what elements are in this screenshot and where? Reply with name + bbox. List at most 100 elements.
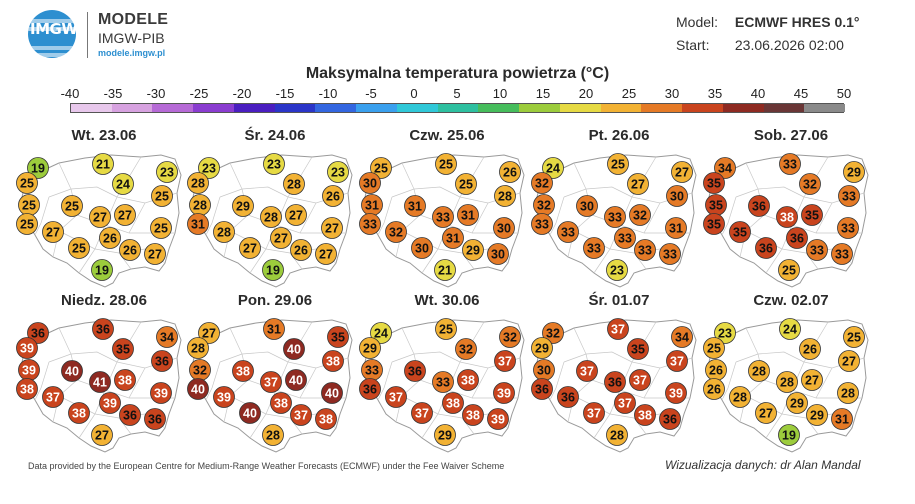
- station-circle: [659, 408, 681, 430]
- station-marker: 31: [187, 213, 209, 235]
- station-temperature: 30: [497, 222, 511, 236]
- station-circle: [614, 392, 636, 414]
- scale-color-segment: [437, 104, 479, 112]
- panel-date-title: Niedz. 28.06: [61, 292, 147, 309]
- station-circle: [457, 369, 479, 391]
- station-temperature: 32: [503, 331, 517, 345]
- station-circle: [213, 386, 235, 408]
- station-circle: [16, 378, 38, 400]
- station-circle: [531, 172, 553, 194]
- station-circle: [629, 369, 651, 391]
- station-circle: [262, 424, 284, 446]
- station-marker: 32: [629, 204, 651, 226]
- station-marker: 26: [99, 227, 121, 249]
- station-temperature: 31: [408, 200, 422, 214]
- station-marker: 23: [606, 259, 628, 281]
- station-temperature: 35: [709, 199, 723, 213]
- scale-tick-label: 45: [793, 86, 809, 101]
- station-temperature: 25: [155, 190, 169, 204]
- station-marker: 36: [531, 378, 553, 400]
- region-border: [34, 196, 50, 236]
- station-temperature: 38: [466, 409, 480, 423]
- station-circle: [262, 259, 284, 281]
- station-circle: [748, 195, 770, 217]
- station-marker: 27: [838, 350, 860, 372]
- station-circle: [557, 221, 579, 243]
- station-marker: 35: [729, 221, 751, 243]
- station-temperature: 27: [202, 327, 216, 341]
- station-circle: [629, 204, 651, 226]
- station-circle: [359, 213, 381, 235]
- station-temperature: 25: [20, 177, 34, 191]
- station-temperature: 26: [503, 166, 517, 180]
- region-border: [549, 196, 565, 236]
- station-marker: 24: [112, 173, 134, 195]
- station-temperature: 33: [842, 190, 856, 204]
- station-marker: 36: [151, 350, 173, 372]
- station-marker: 38: [776, 206, 798, 228]
- station-circle: [604, 206, 626, 228]
- station-marker: 33: [432, 371, 454, 393]
- station-marker: 28: [213, 221, 235, 243]
- station-marker: 37: [607, 318, 629, 340]
- region-border: [585, 351, 633, 363]
- station-marker: 29: [531, 337, 553, 359]
- station-circle: [806, 404, 828, 426]
- station-temperature: 27: [805, 374, 819, 388]
- station-circle: [92, 153, 114, 175]
- station-temperature: 38: [638, 409, 652, 423]
- station-circle: [576, 195, 598, 217]
- station-circle: [260, 206, 282, 228]
- scale-tick-label: 0: [410, 86, 418, 101]
- station-marker: 37: [494, 350, 516, 372]
- station-circle: [627, 338, 649, 360]
- station-temperature: 26: [103, 232, 117, 246]
- station-marker: 26: [119, 239, 141, 261]
- station-marker: 25: [18, 194, 40, 216]
- station-circle: [779, 318, 801, 340]
- station-circle: [531, 378, 553, 400]
- scale-tick-label: 15: [535, 86, 551, 101]
- station-marker: 28: [189, 194, 211, 216]
- station-temperature: 24: [546, 162, 560, 176]
- station-temperature: 38: [274, 397, 288, 411]
- station-marker: 38: [315, 408, 337, 430]
- station-marker: 39: [99, 392, 121, 414]
- station-circle: [232, 195, 254, 217]
- station-temperature: 39: [669, 387, 683, 401]
- station-temperature: 28: [266, 429, 280, 443]
- station-marker: 21: [92, 153, 114, 175]
- map-panel: Pt. 26.06 24 25 27 32 27 30 32 30 33 33 32 31 33 33 33 3…: [531, 127, 704, 297]
- brand-url[interactable]: modele.imgw.pl: [98, 48, 166, 58]
- station-temperature: 33: [363, 218, 377, 232]
- station-marker: 31: [665, 217, 687, 239]
- station-temperature: 25: [459, 178, 473, 192]
- station-circle: [187, 378, 209, 400]
- station-circle: [263, 318, 285, 340]
- region-border: [34, 361, 50, 401]
- station-marker: 27: [91, 424, 113, 446]
- station-marker: 26: [290, 239, 312, 261]
- brand-title: MODELE: [98, 11, 169, 28]
- station-circle: [435, 318, 457, 340]
- station-temperature: 19: [266, 264, 280, 278]
- station-marker: 27: [144, 243, 166, 265]
- station-temperature: 35: [331, 331, 345, 345]
- station-marker: 25: [16, 172, 38, 194]
- station-marker: 33: [634, 239, 656, 261]
- station-marker: 38: [232, 360, 254, 382]
- panel-date-title: Czw. 02.07: [753, 292, 829, 309]
- station-circle: [799, 338, 821, 360]
- station-circle: [778, 259, 800, 281]
- station-marker: 33: [614, 227, 636, 249]
- station-circle: [89, 206, 111, 228]
- station-circle: [729, 386, 751, 408]
- station-circle: [703, 172, 725, 194]
- station-marker: 28: [262, 424, 284, 446]
- station-circle: [671, 326, 693, 348]
- station-circle: [321, 217, 343, 239]
- station-marker: 33: [838, 185, 860, 207]
- station-circle: [434, 424, 456, 446]
- station-temperature: 19: [31, 162, 45, 176]
